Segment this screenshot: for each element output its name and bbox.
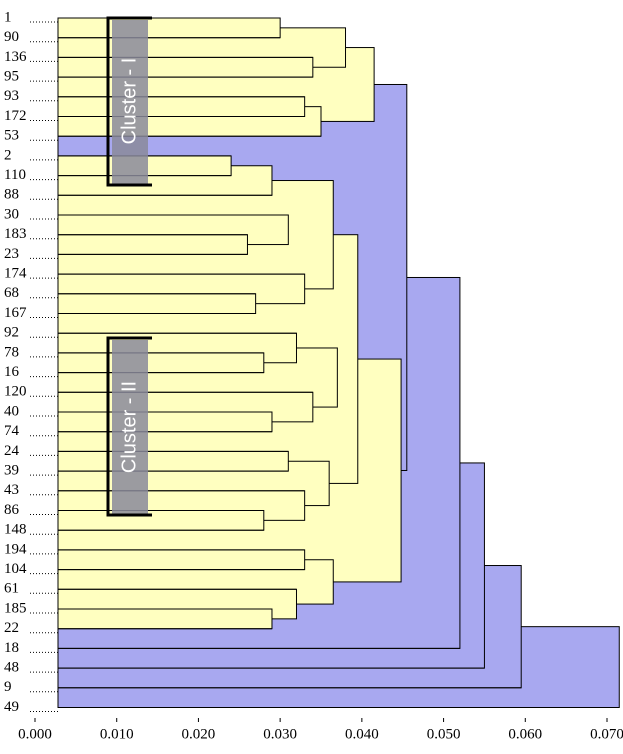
leaf-label: 120 <box>4 384 27 400</box>
cluster-node <box>57 352 265 374</box>
x-tick-label: 0.030 <box>263 726 297 742</box>
x-tick-label: 0.020 <box>182 726 216 742</box>
cluster-node <box>57 293 257 314</box>
leaf-label: 88 <box>4 187 19 203</box>
leaf-label: 40 <box>4 403 19 419</box>
leaf-label: 53 <box>4 128 19 144</box>
leaf-label: 136 <box>4 49 27 65</box>
bracket <box>106 16 152 187</box>
bracket <box>106 336 152 517</box>
leaf-label: 90 <box>4 29 19 45</box>
leaf-label: 110 <box>4 167 26 183</box>
x-tick-label: 0.010 <box>100 726 134 742</box>
x-tick-label: 0.060 <box>508 726 542 742</box>
leaf-label: 78 <box>4 344 19 360</box>
leaf-label: 104 <box>4 561 27 577</box>
leaf-label: 22 <box>4 620 19 636</box>
leaf-label: 16 <box>4 364 20 380</box>
cluster-node <box>57 17 281 39</box>
leaf-label: 74 <box>4 423 20 439</box>
cluster-node <box>57 510 265 531</box>
cluster-node <box>57 450 289 472</box>
cluster-2-annotation: Cluster - II <box>106 336 152 517</box>
leaf-label: 183 <box>4 226 27 242</box>
cluster-node <box>57 234 248 255</box>
leaf-label: 86 <box>4 502 20 518</box>
leaf-label: 9 <box>4 679 12 695</box>
leaf-label: 172 <box>4 108 27 124</box>
annotation-box <box>112 340 148 514</box>
leaf-label: 68 <box>4 285 19 301</box>
leaf-label: 93 <box>4 88 19 104</box>
x-tick-label: 0.040 <box>345 726 379 742</box>
leaf-label: 167 <box>4 305 27 321</box>
leaf-label: 2 <box>4 147 12 163</box>
leaf-label: 39 <box>4 463 19 479</box>
leaf-label: 194 <box>4 541 27 557</box>
leaf-label: 49 <box>4 699 19 715</box>
leaf-label: 174 <box>4 266 27 282</box>
annotation: Cluster - II <box>118 381 140 473</box>
leaf-label: 48 <box>4 660 19 676</box>
cluster-node <box>57 608 273 630</box>
cluster-node <box>57 411 273 433</box>
leaf-label: 24 <box>4 443 20 459</box>
cluster-node <box>57 549 306 571</box>
annotation: Cluster - I <box>118 58 140 145</box>
annotation-box <box>112 20 148 184</box>
x-tick-label: 0.050 <box>427 726 461 742</box>
leaf-label: 95 <box>4 69 19 85</box>
leaf-label: 148 <box>4 522 27 538</box>
cluster-node <box>57 96 306 118</box>
leaf-label: 23 <box>4 246 19 262</box>
leaf-label: 43 <box>4 482 19 498</box>
leaf-label: 185 <box>4 600 27 616</box>
dendrogram: 1 90 136 95 93 172 53 2 110 88 30 183 23 174 68 167 92 78… <box>4 9 623 742</box>
leaf-label: 61 <box>4 581 19 597</box>
x-tick-label: 0.070 <box>590 726 623 742</box>
cluster-1-annotation: Cluster - I <box>106 16 152 187</box>
leaf-label: 30 <box>4 206 19 222</box>
x-tick-label: 0.000 <box>18 726 52 742</box>
leaf-label: 1 <box>4 9 12 25</box>
cluster-node <box>57 56 314 78</box>
leaf-label: 18 <box>4 640 19 656</box>
leaf-label: 92 <box>4 325 19 341</box>
